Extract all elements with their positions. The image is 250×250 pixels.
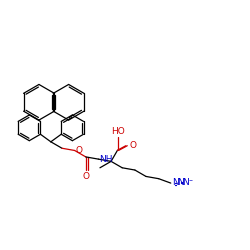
Text: N: N: [172, 178, 178, 186]
Text: NH: NH: [100, 155, 113, 164]
Text: $^{-}$: $^{-}$: [188, 178, 193, 184]
Text: O: O: [76, 146, 82, 155]
Text: N: N: [177, 178, 184, 186]
Text: N: N: [182, 178, 189, 186]
Text: O: O: [129, 141, 136, 150]
Text: HO: HO: [111, 128, 124, 136]
Text: O: O: [82, 172, 89, 181]
